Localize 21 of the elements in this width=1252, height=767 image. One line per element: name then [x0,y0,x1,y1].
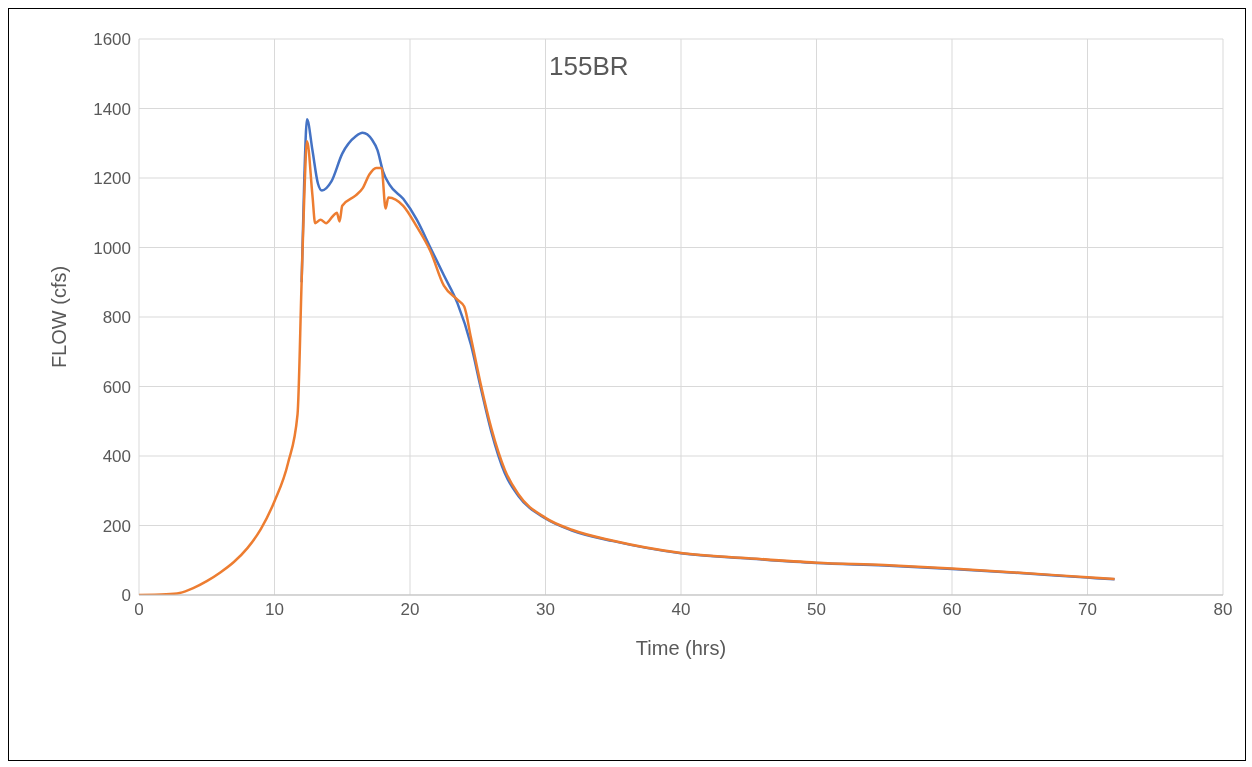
y-tick-label: 600 [102,377,131,397]
y-tick-label: 200 [102,516,131,536]
y-axis-title: FLOW (cfs) [48,265,71,369]
text: 155BR [549,51,629,82]
x-tick-label: 50 [807,600,826,620]
y-tick-label: 800 [102,308,131,328]
x-tick-label: 30 [536,600,555,620]
x-tick-label: 10 [265,600,284,620]
x-tick-label: 0 [134,600,144,620]
y-tick-label: 0 [121,586,131,606]
y-tick-label: 1400 [93,99,131,119]
x-tick-label: 80 [1213,600,1233,620]
x-tick-label: 70 [1078,600,1097,620]
y-tick-label: 400 [102,447,131,467]
x-tick-label: 20 [400,600,420,620]
x-axis-title: Time (hrs) [635,637,727,659]
x-tick-label: 40 [671,600,691,620]
y-tick-label: 1000 [93,238,131,258]
x-tick-label: 60 [942,600,962,620]
y-tick-label: 1600 [93,30,131,50]
y-tick-label: 1200 [93,169,131,189]
